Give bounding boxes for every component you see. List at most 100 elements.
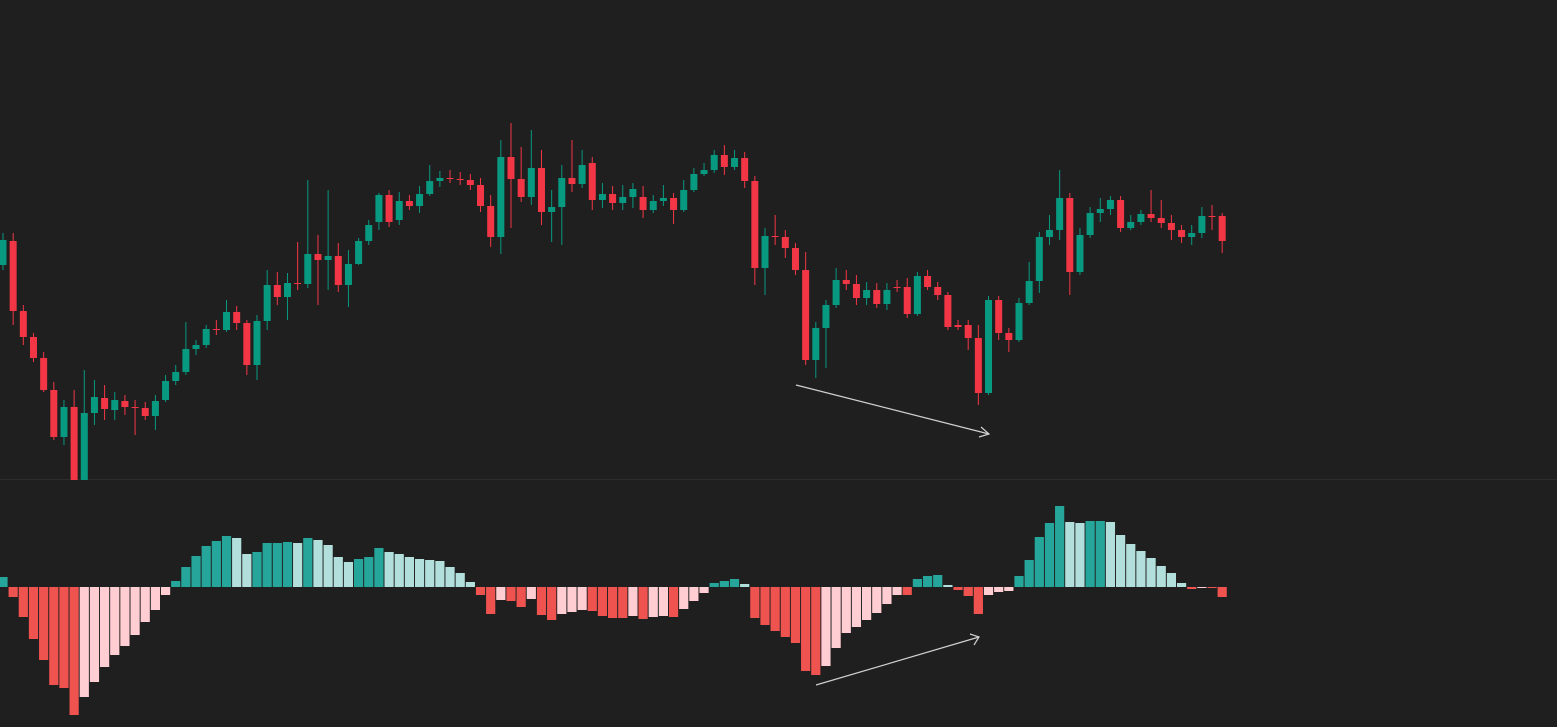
candle-body	[893, 287, 901, 288]
candle-body	[151, 401, 159, 416]
histogram-bar	[242, 554, 252, 587]
histogram-bar	[252, 552, 262, 587]
histogram-bar	[689, 587, 699, 601]
histogram-bar	[547, 587, 557, 620]
candle-body	[812, 328, 820, 360]
histogram-bar	[821, 587, 831, 666]
candle-body	[90, 397, 98, 413]
histogram-bar	[760, 587, 770, 625]
candle-body	[1096, 209, 1104, 213]
candle-body	[1188, 233, 1196, 237]
candle-body	[883, 290, 891, 304]
histogram-bar	[963, 587, 973, 596]
candle-body	[0, 240, 7, 265]
histogram-bar	[1207, 587, 1217, 588]
histogram-bar	[28, 587, 39, 639]
histogram-bar	[658, 587, 668, 616]
candle-body	[1005, 333, 1013, 340]
histogram-bar	[811, 587, 821, 675]
histogram-bar	[1065, 522, 1075, 587]
histogram-bar	[1034, 537, 1044, 587]
histogram-bar	[110, 587, 120, 655]
candle-body	[527, 168, 535, 197]
histogram-bar	[354, 559, 364, 587]
candle-body	[700, 170, 708, 174]
histogram-bar	[892, 587, 902, 595]
candle-body	[974, 338, 982, 393]
candle-body	[924, 276, 932, 287]
histogram-bar	[18, 587, 28, 617]
histogram-bar	[201, 546, 211, 587]
histogram-bar	[333, 557, 343, 587]
candle-body	[649, 201, 657, 210]
histogram-bar	[557, 587, 567, 614]
candle-body	[60, 407, 68, 437]
candle-body	[751, 181, 759, 268]
candle-body	[568, 178, 576, 184]
candle-body	[426, 181, 434, 194]
candle-body	[588, 163, 596, 200]
histogram-bar	[851, 587, 862, 627]
candle-body	[507, 157, 515, 179]
candle-body	[466, 180, 474, 185]
candle-body	[446, 178, 454, 179]
candle-body	[70, 407, 78, 480]
histogram-bar	[374, 548, 384, 587]
histogram-bar	[1156, 566, 1166, 587]
histogram-bar	[232, 538, 242, 587]
candle-body	[1086, 213, 1094, 235]
histogram-bar	[648, 587, 658, 617]
histogram-bar	[1024, 560, 1034, 587]
candle-body	[1117, 200, 1125, 228]
candle-body	[944, 295, 952, 327]
candle-body	[1035, 237, 1043, 281]
candle-body	[182, 349, 190, 372]
histogram-bar	[211, 541, 221, 587]
candle-body	[863, 290, 871, 298]
histogram-bar	[313, 540, 323, 587]
histogram-bar	[1136, 551, 1146, 587]
candle-body	[1218, 216, 1226, 241]
histogram-bar	[140, 587, 150, 622]
histogram-bar	[902, 587, 912, 595]
candle-body	[365, 225, 373, 241]
histogram-bar	[709, 583, 719, 587]
candle-body	[1208, 216, 1216, 217]
histogram-bar	[171, 581, 181, 587]
candle-body	[995, 300, 1003, 333]
histogram-bar	[922, 576, 933, 587]
candle-body	[1198, 216, 1206, 233]
candle-body	[314, 254, 322, 260]
histogram-bar	[272, 543, 282, 587]
histogram-bar	[8, 587, 18, 597]
candle-body	[822, 305, 830, 328]
histogram-bar	[973, 587, 983, 614]
histogram-bar	[1014, 576, 1024, 587]
histogram-bar	[49, 587, 59, 685]
histogram-bar	[790, 587, 801, 643]
candle-body	[913, 276, 921, 314]
candle-body	[121, 401, 129, 407]
histogram-bar	[1055, 506, 1065, 587]
histogram-bar	[1126, 544, 1136, 587]
candle-body	[680, 190, 688, 210]
candle-body	[832, 280, 840, 305]
candle-body	[405, 201, 413, 206]
histogram-bar	[1085, 521, 1095, 587]
histogram-bar	[1075, 523, 1085, 587]
candle-body	[598, 194, 606, 200]
candle-body	[101, 398, 109, 409]
candle-body	[670, 198, 678, 210]
histogram-bar	[120, 587, 130, 646]
trend-line	[815, 636, 980, 686]
candle-body	[690, 174, 698, 190]
candle-body	[1015, 303, 1023, 340]
candle-body	[477, 185, 485, 206]
candle-body	[162, 381, 170, 400]
annotations	[795, 384, 991, 686]
candle-body	[771, 236, 779, 237]
candle-body	[212, 329, 220, 330]
candle-body	[1106, 200, 1114, 209]
candle-body	[761, 236, 769, 268]
